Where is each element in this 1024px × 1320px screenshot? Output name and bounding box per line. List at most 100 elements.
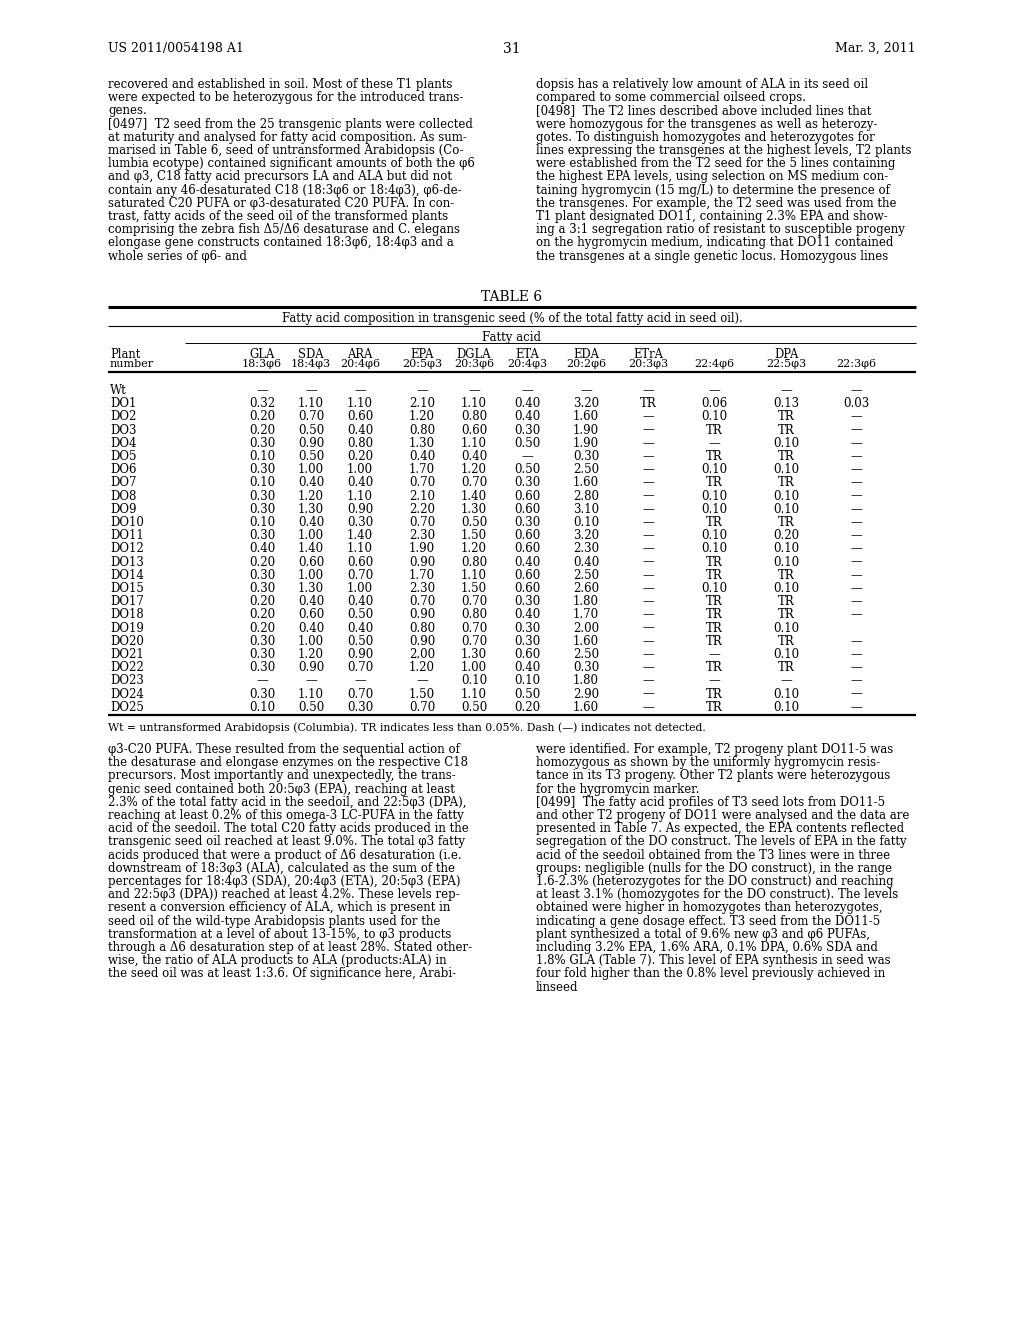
Text: 0.70: 0.70 — [461, 595, 487, 609]
Text: 0.30: 0.30 — [347, 701, 373, 714]
Text: 0.80: 0.80 — [347, 437, 373, 450]
Text: 0.50: 0.50 — [514, 437, 540, 450]
Text: —: — — [354, 675, 366, 688]
Text: reaching at least 0.2% of this omega-3 LC-PUFA in the fatty: reaching at least 0.2% of this omega-3 L… — [108, 809, 464, 822]
Text: 20:2φ6: 20:2φ6 — [566, 359, 606, 370]
Text: —: — — [709, 675, 720, 688]
Text: —: — — [850, 582, 862, 595]
Text: 0.40: 0.40 — [514, 411, 540, 424]
Text: 0.70: 0.70 — [461, 635, 487, 648]
Text: 0.40: 0.40 — [514, 609, 540, 622]
Text: 0.50: 0.50 — [298, 424, 325, 437]
Text: 1.60: 1.60 — [573, 701, 599, 714]
Text: 2.3% of the total fatty acid in the seedoil, and 22:5φ3 (DPA),: 2.3% of the total fatty acid in the seed… — [108, 796, 467, 809]
Text: homozygous as shown by the uniformly hygromycin resis-: homozygous as shown by the uniformly hyg… — [536, 756, 880, 770]
Text: 31: 31 — [503, 42, 521, 55]
Text: 1.20: 1.20 — [461, 543, 487, 556]
Text: TR: TR — [777, 661, 795, 675]
Text: acid of the seedoil. The total C20 fatty acids produced in the: acid of the seedoil. The total C20 fatty… — [108, 822, 469, 836]
Text: DO25: DO25 — [110, 701, 144, 714]
Text: 1.00: 1.00 — [298, 463, 324, 477]
Text: 0.30: 0.30 — [249, 648, 275, 661]
Text: were identified. For example, T2 progeny plant DO11-5 was: were identified. For example, T2 progeny… — [536, 743, 893, 756]
Text: —: — — [850, 595, 862, 609]
Text: 0.10: 0.10 — [461, 675, 487, 688]
Text: 1.30: 1.30 — [298, 503, 324, 516]
Text: DO21: DO21 — [110, 648, 143, 661]
Text: 0.70: 0.70 — [298, 411, 325, 424]
Text: transformation at a level of about 13-15%, to φ3 products: transformation at a level of about 13-15… — [108, 928, 452, 941]
Text: TR: TR — [706, 701, 722, 714]
Text: —: — — [709, 384, 720, 397]
Text: 0.40: 0.40 — [572, 556, 599, 569]
Text: 0.30: 0.30 — [249, 569, 275, 582]
Text: —: — — [642, 595, 654, 609]
Text: segregation of the DO construct. The levels of EPA in the fatty: segregation of the DO construct. The lev… — [536, 836, 906, 849]
Text: 0.70: 0.70 — [409, 477, 435, 490]
Text: 1.50: 1.50 — [409, 688, 435, 701]
Text: TR: TR — [777, 424, 795, 437]
Text: 1.80: 1.80 — [573, 675, 599, 688]
Text: —: — — [850, 424, 862, 437]
Text: 0.30: 0.30 — [249, 688, 275, 701]
Text: 0.30: 0.30 — [514, 477, 540, 490]
Text: 0.50: 0.50 — [347, 609, 373, 622]
Text: 2.00: 2.00 — [573, 622, 599, 635]
Text: DO18: DO18 — [110, 609, 143, 622]
Text: DO15: DO15 — [110, 582, 144, 595]
Text: —: — — [416, 675, 428, 688]
Text: —: — — [850, 450, 862, 463]
Text: 2.10: 2.10 — [409, 397, 435, 411]
Text: trast, fatty acids of the seed oil of the transformed plants: trast, fatty acids of the seed oil of th… — [108, 210, 449, 223]
Text: —: — — [850, 411, 862, 424]
Text: 1.70: 1.70 — [573, 609, 599, 622]
Text: 0.70: 0.70 — [347, 661, 373, 675]
Text: 0.70: 0.70 — [461, 477, 487, 490]
Text: 0.10: 0.10 — [249, 516, 275, 529]
Text: lumbia ecotype) contained significant amounts of both the φ6: lumbia ecotype) contained significant am… — [108, 157, 475, 170]
Text: and φ3, C18 fatty acid precursors LA and ALA but did not: and φ3, C18 fatty acid precursors LA and… — [108, 170, 452, 183]
Text: 0.70: 0.70 — [347, 569, 373, 582]
Text: DO5: DO5 — [110, 450, 136, 463]
Text: 0.20: 0.20 — [773, 529, 799, 543]
Text: —: — — [850, 490, 862, 503]
Text: —: — — [642, 701, 654, 714]
Text: —: — — [850, 477, 862, 490]
Text: 0.40: 0.40 — [298, 622, 325, 635]
Text: 0.80: 0.80 — [409, 622, 435, 635]
Text: 0.60: 0.60 — [514, 569, 540, 582]
Text: downstream of 18:3φ3 (ALA), calculated as the sum of the: downstream of 18:3φ3 (ALA), calculated a… — [108, 862, 455, 875]
Text: 0.10: 0.10 — [773, 490, 799, 503]
Text: 20:5φ3: 20:5φ3 — [402, 359, 442, 370]
Text: TR: TR — [706, 661, 722, 675]
Text: 1.60: 1.60 — [573, 477, 599, 490]
Text: 1.8% GLA (Table 7). This level of EPA synthesis in seed was: 1.8% GLA (Table 7). This level of EPA sy… — [536, 954, 891, 968]
Text: —: — — [850, 516, 862, 529]
Text: 0.50: 0.50 — [347, 635, 373, 648]
Text: 18:3φ6: 18:3φ6 — [242, 359, 282, 370]
Text: DO9: DO9 — [110, 503, 136, 516]
Text: tance in its T3 progeny. Other T2 plants were heterozygous: tance in its T3 progeny. Other T2 plants… — [536, 770, 890, 783]
Text: DO2: DO2 — [110, 411, 136, 424]
Text: linseed: linseed — [536, 981, 579, 994]
Text: gotes. To distinguish homozygotes and heterozygotes for: gotes. To distinguish homozygotes and he… — [536, 131, 874, 144]
Text: 0.30: 0.30 — [572, 661, 599, 675]
Text: precursors. Most importantly and unexpectedly, the trans-: precursors. Most importantly and unexpec… — [108, 770, 456, 783]
Text: —: — — [850, 675, 862, 688]
Text: —: — — [642, 609, 654, 622]
Text: 1.80: 1.80 — [573, 595, 599, 609]
Text: [0498]  The T2 lines described above included lines that: [0498] The T2 lines described above incl… — [536, 104, 871, 117]
Text: 1.6-2.3% (heterozygotes for the DO construct) and reaching: 1.6-2.3% (heterozygotes for the DO const… — [536, 875, 894, 888]
Text: ing a 3:1 segregation ratio of resistant to susceptible progeny: ing a 3:1 segregation ratio of resistant… — [536, 223, 905, 236]
Text: —: — — [850, 543, 862, 556]
Text: —: — — [642, 556, 654, 569]
Text: TR: TR — [777, 516, 795, 529]
Text: —: — — [642, 622, 654, 635]
Text: 0.40: 0.40 — [298, 477, 325, 490]
Text: 2.90: 2.90 — [573, 688, 599, 701]
Text: 2.20: 2.20 — [409, 503, 435, 516]
Text: 0.40: 0.40 — [514, 556, 540, 569]
Text: —: — — [850, 503, 862, 516]
Text: saturated C20 PUFA or φ3-desaturated C20 PUFA. In con-: saturated C20 PUFA or φ3-desaturated C20… — [108, 197, 455, 210]
Text: 1.50: 1.50 — [461, 529, 487, 543]
